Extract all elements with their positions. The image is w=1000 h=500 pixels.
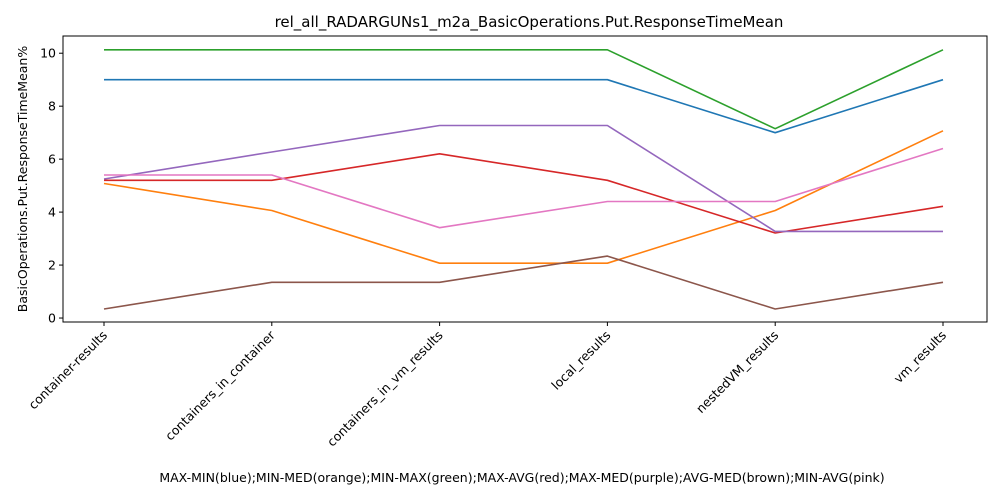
y-tick-label: 10 [40,46,56,61]
x-tick-label: container-results [25,328,110,413]
y-tick-label: 8 [48,99,56,114]
y-tick-label: 2 [48,258,56,273]
chart-title: rel_all_RADARGUNs1_m2a_BasicOperations.P… [275,13,784,32]
y-tick-label: 4 [48,205,56,220]
series-line-4 [104,153,944,234]
y-tick-label: 0 [48,311,56,326]
series-line-5 [103,124,943,233]
y-tick-label: 6 [48,152,56,167]
x-axis: container-results containers_in_container… [25,322,949,449]
x-tick-label: containers_in_container [162,327,278,443]
x-tick-label: local_results [548,328,613,393]
series-line-3 [104,48,944,130]
y-axis-label: BasicOperations.Put.ResponseTimeMean% [15,46,30,313]
series-line-1 [104,78,944,134]
x-tick-label: nestedVM_results [693,328,781,416]
series-lines [103,48,944,310]
x-axis-label: MAX-MIN(blue);MIN-MED(orange);MIN-MAX(gr… [159,470,884,485]
axes-frame [62,35,988,323]
x-tick-label: vm_results [891,328,949,386]
series-line-7 [104,147,944,229]
series-line-6 [103,255,944,310]
plot-area [62,35,988,323]
x-tick-label: containers_in_vm_results [324,328,446,450]
y-axis: 0 2 4 6 8 10 [40,46,63,326]
series-line-2 [103,130,944,265]
